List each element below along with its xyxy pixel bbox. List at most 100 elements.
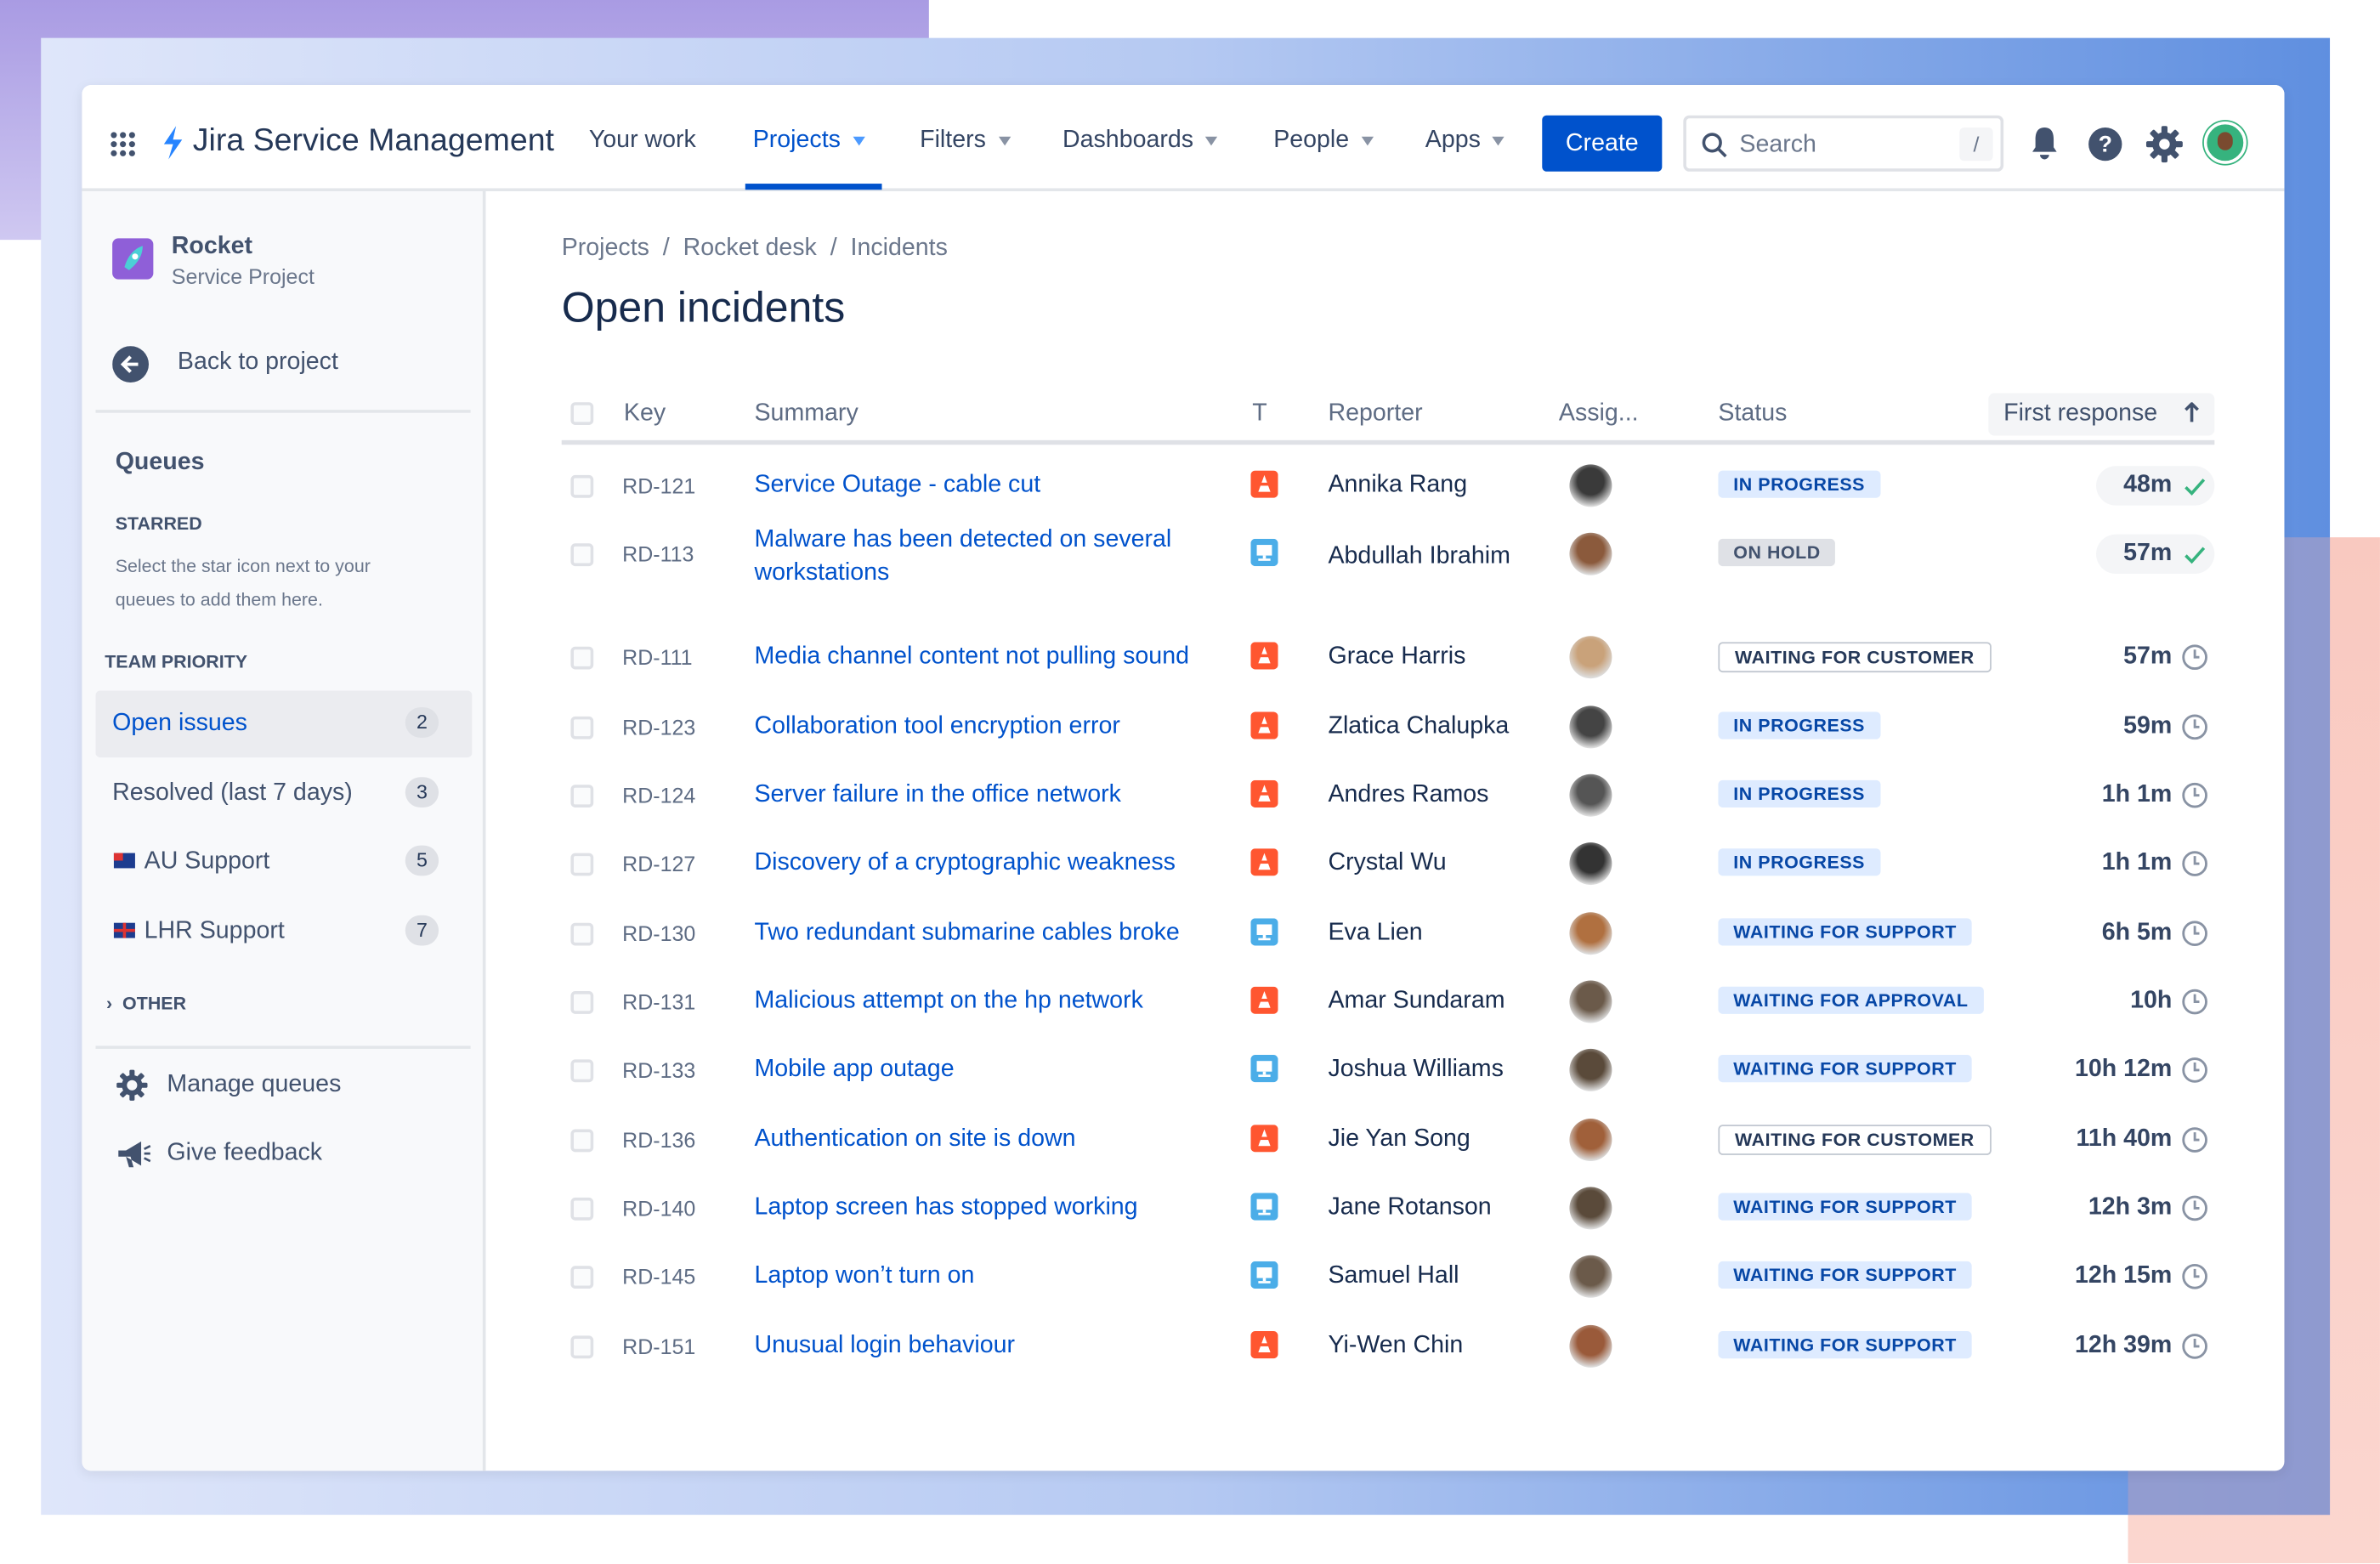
notifications-bell-icon[interactable] — [2028, 124, 2061, 161]
settings-gear-icon[interactable] — [2145, 124, 2184, 163]
select-all-checkbox[interactable] — [570, 402, 594, 425]
status-badge[interactable]: WAITING FOR CUSTOMER — [1718, 642, 1992, 673]
app-switcher-icon[interactable] — [110, 131, 137, 158]
issue-key[interactable]: RD-151 — [622, 1334, 696, 1359]
assignee-avatar[interactable] — [1569, 1048, 1612, 1091]
nav-apps[interactable]: Apps — [1425, 128, 1505, 155]
status-badge[interactable]: WAITING FOR SUPPORT — [1718, 918, 1972, 946]
nav-projects[interactable]: Projects — [753, 128, 865, 155]
row-checkbox[interactable] — [570, 1197, 594, 1221]
issue-key[interactable]: RD-145 — [622, 1264, 696, 1289]
issue-summary-link[interactable]: Collaboration tool encryption error — [754, 713, 1120, 740]
issue-summary-link[interactable]: Malicious attempt on the hp network — [754, 988, 1143, 1014]
manage-queues-link[interactable]: Manage queues — [116, 1066, 465, 1112]
queue-au-support[interactable]: AU Support 5 — [95, 829, 472, 896]
row-checkbox[interactable] — [570, 1335, 594, 1359]
assignee-avatar[interactable] — [1569, 1255, 1612, 1298]
nav-label: Projects — [752, 127, 841, 154]
issue-summary-link[interactable]: Two redundant submarine cables broke — [754, 920, 1180, 946]
status-badge[interactable]: WAITING FOR APPROVAL — [1718, 986, 1984, 1014]
issue-key[interactable]: RD-133 — [622, 1057, 696, 1083]
nav-dashboards[interactable]: Dashboards — [1062, 128, 1218, 155]
column-header-first-response[interactable]: First response — [1988, 393, 2215, 436]
row-checkbox[interactable] — [570, 1059, 594, 1083]
issue-summary-link[interactable]: Unusual login behaviour — [754, 1332, 1016, 1359]
status-badge[interactable]: IN PROGRESS — [1718, 711, 1880, 740]
give-feedback-link[interactable]: Give feedback — [116, 1134, 465, 1180]
issue-key[interactable]: RD-131 — [622, 989, 696, 1014]
issue-key[interactable]: RD-111 — [622, 644, 693, 670]
assignee-avatar[interactable] — [1569, 464, 1612, 507]
column-header-reporter[interactable]: Reporter — [1328, 400, 1423, 427]
queue-lhr-support[interactable]: LHR Support 7 — [95, 898, 472, 966]
assignee-avatar[interactable] — [1569, 842, 1612, 886]
issue-key[interactable]: RD-127 — [622, 851, 696, 876]
row-checkbox[interactable] — [570, 646, 594, 670]
assignee-avatar[interactable] — [1569, 532, 1612, 575]
issue-key[interactable]: RD-123 — [622, 715, 696, 740]
status-badge[interactable]: WAITING FOR SUPPORT — [1718, 1193, 1972, 1221]
status-badge[interactable]: WAITING FOR SUPPORT — [1718, 1331, 1972, 1359]
other-section-toggle[interactable]: › OTHER — [106, 993, 186, 1014]
create-button[interactable]: Create — [1542, 115, 1663, 172]
status-badge[interactable]: IN PROGRESS — [1718, 470, 1880, 498]
issue-summary-link[interactable]: Laptop won’t turn on — [754, 1262, 975, 1289]
column-header-type[interactable]: T — [1252, 400, 1267, 427]
back-to-project-link[interactable]: Back to project — [112, 344, 462, 383]
user-avatar[interactable] — [2203, 121, 2247, 164]
issue-summary-link[interactable]: Mobile app outage — [754, 1056, 955, 1083]
issue-summary-link[interactable]: Laptop screen has stopped working — [754, 1194, 1138, 1221]
row-checkbox[interactable] — [570, 991, 594, 1014]
breadcrumb-projects[interactable]: Projects — [561, 235, 649, 262]
queue-resolved[interactable]: Resolved (last 7 days) 3 — [95, 761, 472, 828]
column-header-key[interactable]: Key — [623, 400, 666, 427]
assignee-avatar[interactable] — [1569, 636, 1612, 679]
issue-summary-link[interactable]: Authentication on site is down — [754, 1125, 1076, 1153]
nav-your-work[interactable]: Your work — [589, 128, 696, 155]
issue-summary-link[interactable]: Media channel content not pulling sound — [754, 643, 1189, 670]
column-header-assignee[interactable]: Assig... — [1558, 400, 1639, 427]
row-checkbox[interactable] — [570, 474, 594, 498]
issue-key[interactable]: RD-124 — [622, 783, 696, 808]
help-icon[interactable]: ? — [2087, 126, 2123, 162]
column-header-status[interactable]: Status — [1718, 400, 1788, 427]
issue-summary-link[interactable]: Service Outage - cable cut — [754, 472, 1041, 498]
row-checkbox[interactable] — [570, 1129, 594, 1153]
breadcrumb-incidents[interactable]: Incidents — [850, 235, 948, 262]
assignee-avatar[interactable] — [1569, 1119, 1612, 1162]
row-checkbox[interactable] — [570, 922, 594, 946]
issue-summary-link[interactable]: Malware has been detected on several wor… — [754, 526, 1172, 586]
column-header-summary[interactable]: Summary — [754, 400, 858, 427]
row-checkbox[interactable] — [570, 853, 594, 876]
issue-key[interactable]: RD-136 — [622, 1127, 696, 1153]
row-checkbox[interactable] — [570, 785, 594, 808]
issue-key[interactable]: RD-140 — [622, 1196, 696, 1221]
assignee-avatar[interactable] — [1569, 912, 1612, 955]
nav-people[interactable]: People — [1273, 128, 1374, 155]
breadcrumb-rocket-desk[interactable]: Rocket desk — [683, 235, 817, 262]
clock-icon — [2182, 782, 2207, 808]
status-badge[interactable]: IN PROGRESS — [1718, 848, 1880, 876]
assignee-avatar[interactable] — [1569, 1324, 1612, 1368]
row-checkbox[interactable] — [570, 716, 594, 740]
issue-key[interactable]: RD-130 — [622, 921, 696, 946]
nav-filters[interactable]: Filters — [920, 128, 1011, 155]
assignee-avatar[interactable] — [1569, 774, 1612, 817]
issue-summary-link[interactable]: Discovery of a cryptographic weakness — [754, 849, 1176, 876]
assignee-avatar[interactable] — [1569, 1187, 1612, 1230]
queue-open-issues[interactable]: Open issues 2 — [95, 690, 473, 758]
status-badge[interactable]: ON HOLD — [1718, 538, 1836, 567]
issue-key[interactable]: RD-113 — [622, 541, 694, 567]
search-placeholder: Search — [1739, 132, 1816, 158]
assignee-avatar[interactable] — [1569, 706, 1612, 749]
issue-summary-link[interactable]: Server failure in the office network — [754, 781, 1121, 808]
row-checkbox[interactable] — [570, 1266, 594, 1289]
issue-key[interactable]: RD-121 — [622, 473, 696, 498]
row-checkbox[interactable] — [570, 543, 594, 567]
assignee-avatar[interactable] — [1569, 980, 1612, 1023]
status-badge[interactable]: WAITING FOR CUSTOMER — [1718, 1125, 1992, 1155]
status-badge[interactable]: WAITING FOR SUPPORT — [1718, 1261, 1972, 1289]
status-badge[interactable]: IN PROGRESS — [1718, 779, 1880, 808]
search-input[interactable]: Search / — [1683, 115, 2004, 172]
status-badge[interactable]: WAITING FOR SUPPORT — [1718, 1055, 1972, 1083]
